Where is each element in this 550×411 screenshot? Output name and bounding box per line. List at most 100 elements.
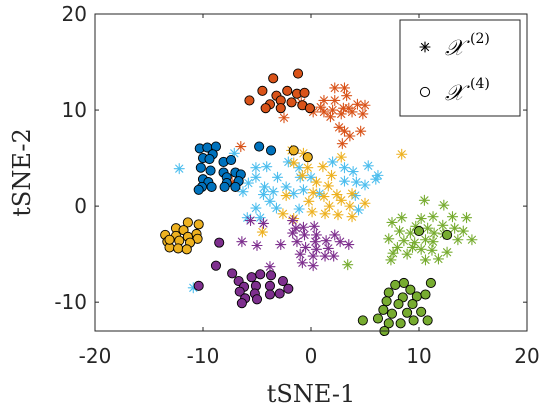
y-axis-label: tSNE-2 [8, 128, 36, 216]
asterisk-point-green [415, 243, 427, 255]
circle-point-purple [210, 260, 222, 271]
circle-point-orange [244, 95, 255, 106]
asterisk-point-yellow [277, 208, 289, 220]
asterisk-point-orange [344, 130, 356, 142]
asterisk-point-purple [294, 248, 306, 260]
asterisk-point-purple [297, 221, 309, 233]
asterisk-point-light_blue [261, 161, 273, 173]
asterisk-point-light_blue [237, 186, 249, 198]
asterisk-point-green [419, 254, 432, 266]
circle-point-green [416, 306, 427, 317]
asterisk-point-light_blue [359, 179, 371, 191]
asterisk-point-yellow [306, 206, 318, 218]
circle-point-green [402, 307, 413, 318]
asterisk-point-yellow [335, 151, 347, 163]
circle-point-green [425, 277, 436, 289]
asterisk-point-yellow [256, 226, 268, 238]
asterisk-point-light_blue [173, 163, 185, 175]
asterisk-point-green [383, 233, 395, 245]
circle-point-purple [274, 288, 285, 299]
axes: -20 -10 0 10 20 -10 0 10 20 [54, 2, 539, 368]
asterisk-point-yellow [319, 208, 331, 220]
circle-point-green [383, 318, 394, 329]
circle-point-green [381, 296, 392, 307]
asterisk-point-green [398, 235, 410, 247]
asterisk-point-light_blue [338, 175, 351, 187]
asterisk-point-green [401, 248, 413, 260]
x-axis-label: tSNE-1 [267, 380, 355, 408]
asterisk-point-green [432, 253, 444, 265]
circle-point-orange [304, 103, 315, 114]
asterisk-point-green [406, 241, 419, 253]
asterisk-point-light_blue [293, 203, 305, 215]
asterisk-point-yellow [332, 209, 344, 221]
asterisk-point-orange [341, 90, 353, 102]
asterisk-point-purple [334, 236, 346, 248]
circle-point-orange [257, 85, 268, 96]
circle-point-purple [214, 237, 225, 248]
asterisk-point-light_blue [267, 186, 279, 198]
x-tick-label: 20 [514, 344, 539, 368]
circle-point-purple [227, 268, 238, 279]
asterisk-point-purple [298, 229, 311, 241]
asterisk-point-green [394, 225, 406, 237]
asterisk-point-yellow [325, 169, 338, 181]
circle-point-yellow [302, 152, 313, 163]
asterisk-point-yellow [303, 195, 315, 207]
asterisk-point-orange [329, 82, 341, 94]
asterisk-point-purple [296, 257, 308, 269]
asterisk-point-light_blue [270, 202, 282, 214]
circle-point-yellow [288, 145, 299, 156]
legend-box [399, 19, 521, 117]
asterisk-point-light_blue [250, 202, 262, 214]
x-tick-label: -20 [79, 344, 112, 368]
asterisk-point-purple [287, 227, 299, 239]
circle-point-green [372, 313, 384, 324]
asterisk-point-light_blue [271, 171, 284, 183]
asterisk-point-orange [329, 94, 341, 107]
circle-point-blue [206, 181, 217, 192]
circle-point-purple [236, 298, 247, 309]
circle-point-orange [299, 87, 310, 98]
asterisk-point-light_blue [297, 184, 309, 196]
asterisk-point-light_blue [327, 156, 339, 168]
asterisk-point-green [386, 216, 398, 229]
asterisk-point-light_blue [259, 181, 271, 193]
asterisk-point-green [387, 247, 399, 259]
asterisk-point-purple [309, 236, 321, 248]
axes-box [94, 13, 528, 332]
asterisk-point-purple [291, 236, 303, 248]
circle-point-blue [254, 141, 265, 152]
circle-point-orange [286, 97, 297, 108]
circle-point-purple [246, 272, 257, 283]
circle-point-purple [265, 270, 277, 281]
asterisk-point-orange [336, 138, 348, 150]
circle-point-green [390, 279, 401, 290]
asterisk-point-orange [315, 101, 327, 113]
asterisk-point-purple [320, 235, 332, 247]
legend-entry-superscript: (4) [470, 76, 490, 92]
asterisk-point-light_blue [347, 165, 359, 178]
circle-point-blue [205, 165, 216, 176]
asterisk-point-yellow [296, 169, 308, 181]
asterisk-point-green [342, 259, 354, 271]
asterisk-point-green [438, 199, 450, 211]
asterisk-point-light_blue [264, 195, 276, 207]
asterisk-point-yellow [359, 197, 371, 209]
asterisk-point-orange [324, 111, 336, 123]
asterisk-point-green [385, 254, 397, 266]
asterisk-point-purple [307, 250, 319, 262]
plot-frame [94, 13, 528, 332]
asterisk-point-green [422, 222, 434, 234]
asterisk-point-purple [310, 229, 322, 241]
asterisk-point-purple [257, 217, 270, 229]
asterisk-point-yellow [280, 190, 292, 202]
legend-circle-marker [419, 86, 431, 98]
circle-point-blue [226, 154, 237, 166]
circle-point-yellow [182, 217, 193, 228]
asterisk-point-orange [346, 106, 358, 118]
asterisk-point-light_blue [257, 189, 270, 201]
asterisk-point-orange [335, 108, 347, 120]
asterisk-point-green [446, 211, 459, 223]
